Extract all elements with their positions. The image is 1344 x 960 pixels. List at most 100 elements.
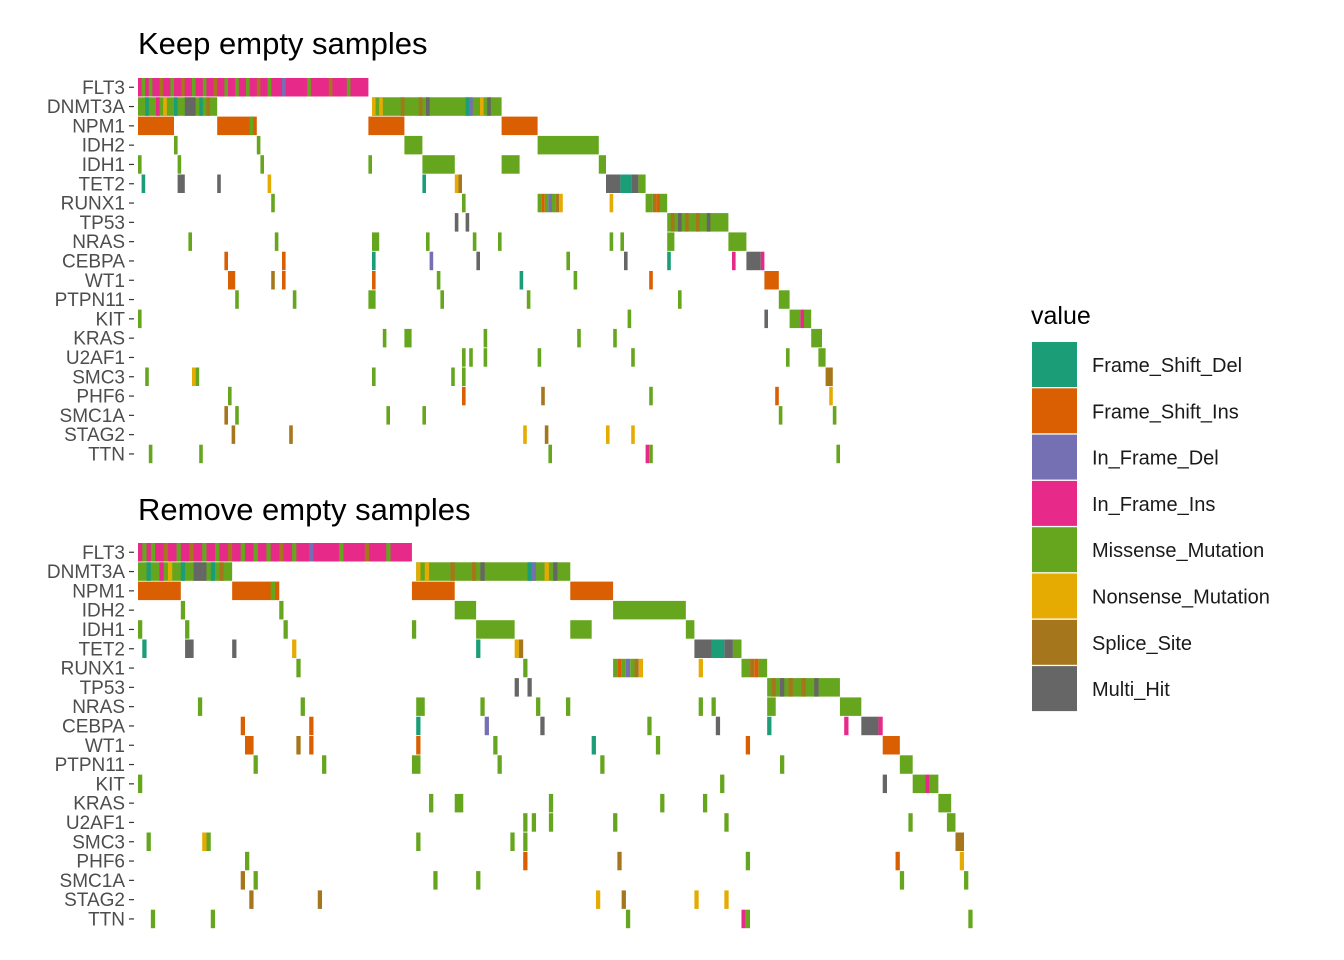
mutation-cell-runx1	[698, 658, 703, 678]
mutation-cell-nras	[711, 697, 716, 716]
mutation-cell-dnmt3a	[184, 97, 189, 116]
mutation-cell-nras	[300, 697, 305, 716]
mutation-cell-runx1	[541, 193, 545, 213]
mutation-cell-idh1	[685, 620, 695, 639]
mutation-cell-dnmt3a	[487, 97, 491, 116]
mutation-cell-smc3	[206, 832, 211, 851]
gene-label-stag2: STAG2	[64, 890, 125, 911]
panel-title-remove: Remove empty samples	[138, 492, 471, 527]
mutation-cell-ptpn11	[780, 755, 785, 774]
mutation-cell-dnmt3a	[544, 562, 549, 581]
mutation-cell-wt1	[655, 736, 661, 755]
mutation-cell-tp53	[788, 678, 793, 697]
mutation-cell-phf6	[541, 386, 545, 406]
legend-swatch-frame-shift-ins	[1032, 388, 1077, 434]
mutation-cell-cebpa	[732, 251, 736, 271]
legend-label-nonsense-mutation: Nonsense_Mutation	[1092, 587, 1270, 609]
mutation-cell-wt1	[228, 271, 236, 290]
mutation-cell-cebpa	[647, 716, 652, 736]
mutation-cell-nras	[609, 232, 614, 251]
mutation-cell-wt1	[745, 736, 751, 755]
mutation-cell-flt3	[189, 543, 194, 562]
mutation-cell-runx1	[638, 658, 644, 678]
mutation-cell-wt1	[245, 736, 254, 755]
mutation-cell-dnmt3a	[206, 97, 210, 116]
mutation-cell-stag2	[289, 425, 293, 444]
mutation-cell-kras	[404, 328, 412, 348]
gene-label-phf6: PHF6	[76, 387, 125, 408]
gene-axis-remove: FLT3DNMT3ANPM1IDH2IDH1TET2RUNX1TP53NRASC…	[47, 543, 134, 930]
mutation-cell-runx1	[296, 658, 301, 678]
gene-label-tp53: TP53	[80, 213, 125, 234]
mutation-cell-dnmt3a	[553, 562, 558, 581]
mutation-cell-tet2	[606, 174, 621, 193]
mutation-cell-flt3	[256, 78, 261, 97]
gene-label-runx1: RUNX1	[61, 194, 125, 215]
mutation-cell-flt3	[246, 78, 250, 97]
mutation-cell-ptpn11	[526, 290, 531, 309]
mutation-cell-dnmt3a	[145, 97, 149, 116]
legend-swatch-frame-shift-del	[1032, 342, 1077, 387]
mutation-cell-phf6	[775, 386, 779, 406]
mutation-cell-wt1	[882, 736, 900, 755]
mutation-cell-idh1	[501, 155, 520, 174]
gene-label-u2af1: U2AF1	[66, 348, 125, 369]
mutation-cell-dnmt3a	[199, 97, 203, 116]
mutation-cell-stag2	[724, 890, 729, 909]
gene-label-smc3: SMC3	[72, 832, 125, 853]
mutation-cell-ptpn11	[778, 290, 790, 309]
gene-label-stag2: STAG2	[64, 425, 125, 446]
mutation-cell-tp53	[801, 678, 806, 697]
mutation-cell-phf6	[523, 851, 528, 871]
mutation-cell-runx1	[462, 193, 466, 213]
mutation-cell-ttn	[745, 909, 751, 929]
mutation-cell-tet2	[638, 174, 646, 193]
mutation-cell-phf6	[462, 386, 466, 406]
mutation-cell-nras	[426, 232, 430, 251]
mutation-cell-kras	[702, 793, 708, 813]
mutation-cell-wt1	[416, 736, 421, 755]
mutation-cell-runx1	[630, 658, 635, 678]
mutation-cell-runx1	[758, 658, 768, 678]
gene-label-kit: KIT	[95, 309, 125, 330]
mutation-cell-ttn	[645, 444, 650, 464]
mutation-cell-smc3	[451, 367, 455, 386]
gene-label-idh1: IDH1	[82, 155, 125, 176]
mutation-cell-cebpa	[429, 251, 434, 271]
mutation-cell-runx1	[621, 658, 626, 678]
mutation-cell-nras	[536, 697, 541, 716]
mutation-cell-nras	[620, 232, 624, 251]
mutation-cells-keep	[138, 78, 840, 464]
mutation-cell-tp53	[685, 213, 689, 232]
gene-label-npm1: NPM1	[72, 581, 125, 602]
mutation-cell-flt3	[282, 78, 286, 97]
mutation-cell-ttn	[836, 444, 840, 464]
mutation-cell-flt3	[279, 543, 284, 562]
mutation-cell-dnmt3a	[471, 562, 477, 581]
mutation-cell-cebpa	[767, 716, 772, 736]
mutation-cell-idh2	[613, 600, 686, 620]
mutation-cell-cebpa	[372, 251, 376, 271]
mutation-cell-flt3	[150, 543, 156, 562]
mutation-cell-smc1a	[832, 406, 837, 425]
mutation-cell-flt3	[292, 543, 297, 562]
mutation-cell-npm1	[138, 581, 181, 601]
legend-swatch-missense-mutation	[1032, 527, 1077, 573]
mutation-cell-kit	[764, 309, 768, 329]
mutation-cell-runx1	[625, 658, 631, 678]
mutation-cell-idh1	[260, 155, 264, 174]
mutation-cell-ttn	[210, 909, 216, 929]
gene-label-npm1: NPM1	[72, 116, 125, 137]
mutation-cell-smc3	[510, 832, 515, 851]
mutation-cell-flt3	[307, 78, 311, 97]
legend-swatch-multi-hit	[1032, 666, 1077, 712]
mutation-cell-cebpa	[715, 716, 721, 736]
mutation-cell-runx1	[559, 193, 563, 213]
mutation-cell-idh2	[279, 600, 284, 620]
mutation-cell-runx1	[537, 193, 542, 213]
mutation-cell-ptpn11	[292, 290, 297, 309]
mutation-cell-smc3	[372, 367, 376, 386]
mutation-cell-idh1	[411, 620, 417, 639]
mutation-cell-u2af1	[469, 348, 473, 367]
